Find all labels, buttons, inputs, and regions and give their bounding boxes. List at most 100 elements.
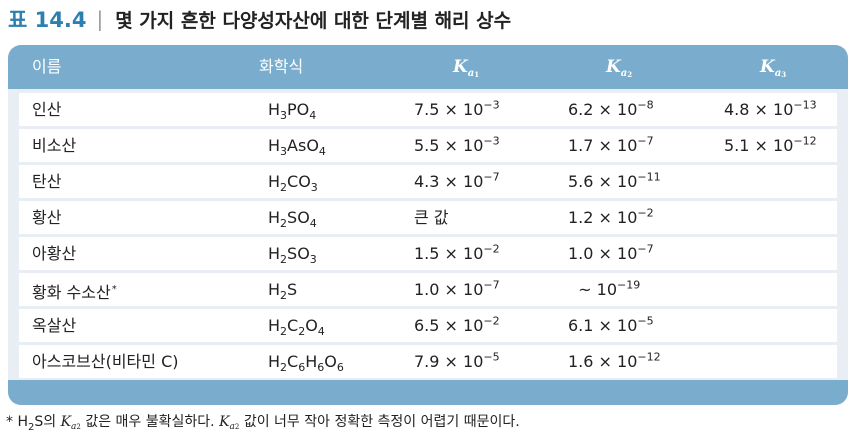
subscript: 4 — [317, 325, 325, 339]
subscript: 3 — [280, 109, 288, 123]
superscript: −8 — [637, 98, 654, 112]
superscript: −7 — [637, 242, 654, 256]
header-ka2: Ka2 — [606, 45, 632, 89]
ka1-value: 5.5 × 10−3 — [414, 129, 500, 162]
ka2-value: ~ 10−19 — [568, 273, 640, 306]
text-part: CO — [287, 172, 311, 191]
superscript: −11 — [637, 170, 661, 184]
header-name: 이름 — [32, 57, 62, 76]
footnote-n: 2 — [76, 423, 81, 431]
text-part: 1.0 × 10 — [568, 244, 638, 263]
ka3-value: 4.8 × 10−13 — [724, 93, 817, 126]
text-part: 1.7 × 10 — [568, 136, 638, 155]
ka2-value: 6.2 × 10−8 — [568, 93, 654, 126]
superscript: −5 — [637, 314, 654, 328]
table-body: 인산 H3PO4 7.5 × 10 −3 6.2 × 10−8 4.8 × 10−13 비소… — [8, 93, 848, 381]
subscript: 2 — [280, 217, 288, 231]
text-part: 7.5 × 10 — [414, 100, 484, 119]
acid-name-text: 황화 수소산 — [32, 283, 111, 302]
subscript: 2 — [280, 253, 288, 267]
footnote-sub: 2 — [27, 421, 35, 433]
acid-name: 아스코브산(비타민 C) — [32, 345, 179, 378]
text-part: O — [324, 352, 337, 371]
table-row: 아황산 H2SO3 1.5 × 10−2 1.0 × 10−7 — [19, 237, 837, 270]
footnote-k-sub: a2 — [230, 422, 240, 432]
table-header: 이름 화학식 Ka1 Ka2 Ka3 — [8, 45, 848, 89]
superscript: −7 — [637, 134, 654, 148]
text-part: 4.8 × 10 — [724, 100, 794, 119]
text-part: 6.2 × 10 — [568, 100, 638, 119]
header-ka3: Ka3 — [760, 45, 786, 89]
acid-name: 황화 수소산* — [32, 273, 117, 306]
footnote-k-symbol: K — [60, 414, 72, 430]
ka2-value: 1.6 × 10−12 — [568, 345, 661, 378]
ka2-value: 1.7 × 10−7 — [568, 129, 654, 162]
ka1-value: 6.5 × 10−2 — [414, 309, 500, 342]
table-row: 황화 수소산* H2S 1.0 × 10−7 ~ 10−19 — [19, 273, 837, 306]
superscript: −5 — [483, 350, 500, 364]
ka1-value: 큰 값 — [414, 201, 449, 234]
table-row: 인산 H3PO4 7.5 × 10−3 6.2 × 10−8 4.8 × 10−13 — [19, 93, 837, 126]
text-part: 7.9 × 10 — [414, 352, 484, 371]
text-part: C — [287, 352, 299, 371]
footnote-a: a — [229, 422, 235, 432]
chemical-formula: H2C6H6O6 — [268, 345, 344, 378]
ka3-num: 3 — [781, 70, 787, 79]
text-part: 6.1 × 10 — [568, 316, 638, 335]
text-part: H — [268, 316, 281, 335]
header-formula: 화학식 — [259, 57, 304, 76]
table-number: 표 14.4 — [8, 8, 87, 32]
chemical-formula: H2SO4 — [268, 201, 317, 234]
footnote: * H2S의 Ka2 값은 매우 불확실하다. Ka2 값이 너무 작아 정확한… — [6, 411, 520, 432]
footnote-k-symbol: K — [219, 414, 230, 430]
subscript: 6 — [317, 361, 325, 375]
acid-name-text: 비소산 — [32, 136, 77, 155]
superscript: −2 — [483, 242, 500, 256]
text-part: 4.3 × 10 — [414, 172, 484, 191]
acid-name: 비소산 — [32, 129, 76, 162]
subscript: 3 — [310, 181, 318, 195]
acid-name: 황산 — [32, 201, 61, 234]
subscript: 3 — [280, 145, 288, 159]
text-part: SO — [287, 208, 310, 227]
text-part: 6.5 × 10 — [414, 316, 484, 335]
text-part: 1.5 × 10 — [414, 244, 484, 263]
text-part: 1.6 × 10 — [568, 352, 638, 371]
caption-separator: | — [96, 7, 104, 31]
text-part: O — [305, 316, 318, 335]
table-bottom-bar — [8, 380, 848, 405]
text-part: H — [305, 352, 318, 371]
ka3-value: 5.1 × 10−12 — [724, 129, 817, 162]
ka1-value: 7.9 × 10−5 — [414, 345, 500, 378]
subscript: 2 — [298, 325, 306, 339]
ka2-value: 1.0 × 10−7 — [568, 237, 654, 270]
footnote-text: 값이 너무 작아 정확한 측정이 어렵기 때문이다. — [239, 414, 520, 430]
acid-name: 탄산 — [32, 165, 61, 198]
acid-name: 인산 — [32, 93, 61, 126]
ka3-sub: a — [774, 68, 782, 79]
acid-name: 아황산 — [32, 237, 76, 270]
text-part: H — [268, 136, 281, 155]
chemical-formula: H3AsO4 — [268, 129, 326, 162]
text-part: 5.5 × 10 — [414, 136, 484, 155]
text-part: S — [287, 280, 298, 299]
header-ka1: Ka1 — [453, 45, 479, 89]
text-part: 1.2 × 10 — [568, 208, 638, 227]
text-part: H — [268, 208, 281, 227]
ka3-symbol: K — [760, 57, 775, 77]
acid-name-text: 옥살산 — [32, 316, 77, 335]
footnote-a: a — [71, 422, 77, 432]
table-row: 옥살산 H2C2O4 6.5 × 10−2 6.1 × 10−5 — [19, 309, 837, 342]
acid-name-text: 황산 — [32, 208, 62, 227]
chemical-formula: H3PO4 — [268, 93, 316, 126]
footnote-marker: * — [111, 284, 117, 295]
subscript: 3 — [309, 253, 317, 267]
ka2-num: 2 — [627, 70, 633, 79]
footnote-text: S의 — [34, 414, 61, 430]
ka1-sub: a — [467, 68, 475, 79]
superscript: −7 — [483, 278, 500, 292]
superscript: −3 — [483, 134, 500, 148]
superscript: −13 — [793, 98, 817, 112]
ka2-value: 6.1 × 10−5 — [568, 309, 654, 342]
text-part: H — [268, 244, 281, 263]
